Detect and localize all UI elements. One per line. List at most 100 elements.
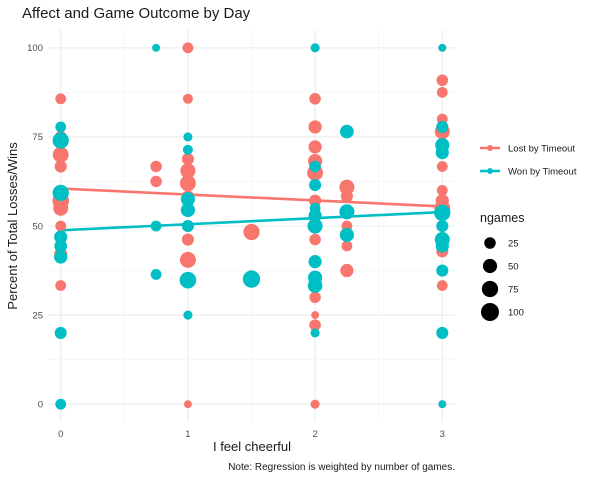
y-axis-title: Percent of Total Losses/Wins: [5, 142, 20, 310]
lost-point: [55, 280, 67, 291]
chart-title: Affect and Game Outcome by Day: [22, 5, 251, 22]
lost-point: [55, 220, 67, 232]
won-point: [152, 43, 161, 52]
lost-point: [436, 280, 448, 291]
lost-point: [183, 400, 192, 409]
lost-point: [309, 291, 321, 304]
x-axis-title: I feel cheerful: [213, 439, 291, 454]
y-tick-label: 0: [38, 399, 43, 410]
chart-caption: Note: Regression is weighted by number o…: [228, 462, 455, 473]
lost-point: [340, 263, 354, 278]
size-legend-dot-25: [484, 237, 496, 249]
lost-point: [53, 200, 69, 216]
lost-point: [436, 86, 448, 98]
won-point: [181, 219, 194, 233]
won-point: [307, 218, 323, 234]
lost-point: [180, 163, 196, 179]
x-tick-label: 2: [312, 429, 317, 440]
won-point: [242, 270, 261, 288]
won-point: [308, 209, 322, 223]
won-point: [54, 230, 68, 244]
won-point: [150, 269, 162, 280]
won-point: [54, 250, 68, 264]
size-legend-title: ngames: [480, 211, 524, 225]
lost-point: [310, 399, 320, 409]
y-tick-label: 50: [32, 221, 43, 232]
x-tick-label: 0: [58, 429, 63, 440]
lost-point: [436, 161, 448, 172]
legend-label-lost: Lost by Timeout: [508, 144, 575, 155]
regression-line-won: [60, 210, 443, 232]
lost-point: [309, 233, 321, 246]
lost-point: [436, 184, 448, 196]
won-point: [179, 271, 197, 289]
won-point: [54, 239, 68, 253]
lost-point: [179, 175, 196, 192]
lost-point: [243, 223, 260, 241]
lost-point: [54, 160, 67, 173]
lost-point: [309, 319, 321, 331]
won-point: [339, 227, 354, 243]
won-point: [438, 43, 447, 52]
data-points: [52, 42, 451, 410]
won-point: [54, 326, 67, 339]
legend-label-won: Won by Timeout: [508, 167, 577, 178]
lost-point: [308, 120, 322, 134]
size-legend-label-50: 50: [508, 262, 519, 273]
won-point: [183, 310, 193, 320]
won-point: [434, 204, 451, 221]
regression-line-lost: [60, 187, 443, 208]
lost-point: [341, 240, 353, 252]
won-point: [435, 239, 449, 253]
won-point: [307, 278, 323, 293]
lost-point: [181, 152, 194, 166]
won-point: [308, 255, 322, 269]
won-point: [436, 219, 449, 233]
size-legend-label-75: 75: [508, 285, 519, 296]
lost-point: [150, 160, 162, 173]
won-point: [182, 144, 193, 155]
lost-point: [52, 146, 69, 163]
lost-point: [308, 140, 322, 154]
y-axis-ticks: 0 25 50 75 100: [27, 43, 43, 410]
size-legend-label-25: 25: [508, 239, 519, 250]
won-point: [339, 204, 355, 220]
won-point: [55, 398, 67, 410]
regression-lines: [60, 187, 443, 232]
x-axis-ticks: 0 1 2 3: [58, 429, 445, 440]
won-point: [55, 121, 67, 133]
size-legend-label-100: 100: [508, 308, 524, 319]
won-point: [52, 132, 69, 149]
won-point: [436, 264, 449, 277]
x-tick-label: 1: [185, 429, 190, 440]
lost-point: [179, 251, 196, 268]
y-tick-label: 100: [27, 43, 43, 54]
won-point: [310, 43, 320, 53]
lost-point: [150, 175, 162, 188]
lost-point: [181, 233, 194, 246]
won-point: [309, 178, 322, 192]
lost-point: [436, 74, 449, 86]
won-point: [180, 192, 196, 207]
lost-point: [339, 179, 355, 195]
won-point: [436, 326, 449, 339]
size-legend-dot-75: [481, 280, 499, 298]
lost-point: [182, 93, 193, 104]
won-point: [436, 120, 449, 133]
lost-point: [340, 190, 353, 203]
won-point: [310, 328, 320, 338]
won-point: [435, 145, 449, 160]
size-legend: ngames 25 50 75 100: [480, 211, 524, 321]
y-tick-label: 75: [32, 132, 43, 143]
lost-point: [182, 42, 194, 54]
y-tick-label: 25: [32, 310, 43, 321]
x-tick-label: 3: [440, 429, 445, 440]
lost-point: [309, 93, 321, 105]
color-legend: Lost by Timeout Won by Timeout: [480, 144, 577, 178]
size-legend-dot-50: [482, 258, 498, 274]
won-point: [340, 124, 354, 139]
lost-point: [55, 93, 67, 105]
legend-dot-lost: [487, 145, 493, 151]
won-point: [438, 400, 447, 409]
